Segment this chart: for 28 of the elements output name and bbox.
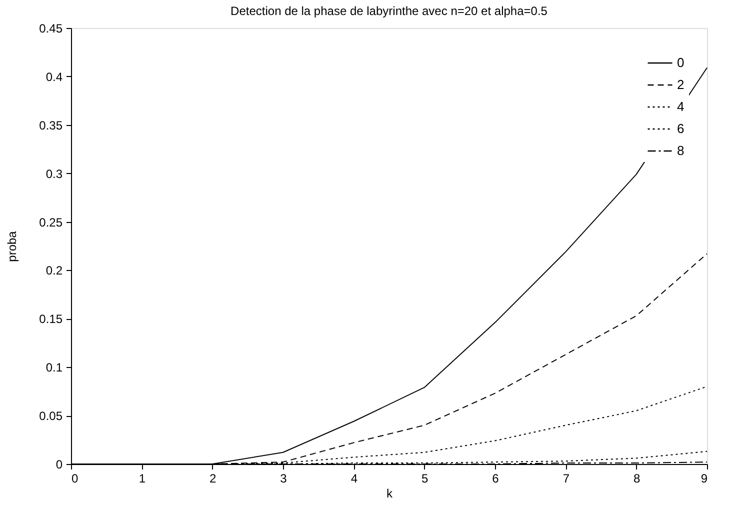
y-axis-title: proba [5,230,20,262]
x-tick-label: 6 [492,472,500,486]
x-tick-label: 2 [209,472,216,486]
y-tick-label: 0.2 [46,264,63,278]
x-tick-label: 5 [421,472,428,486]
y-tick-label: 0.15 [39,312,63,326]
legend-label: 8 [677,143,684,158]
legend-label: 6 [677,121,684,136]
x-tick-label: 7 [562,472,570,486]
x-tick-label: 0 [72,472,78,486]
legend-label: 4 [677,99,684,114]
y-tick-label: 0.1 [46,360,63,375]
y-tick-label: 0 [56,458,63,472]
x-axis-title: k [386,486,394,500]
y-tick-label: 0.4 [46,70,63,84]
chart-title: Detection de la phase de labyrinthe avec n=20 et alpha=0.5 [230,4,548,18]
legend-label: 2 [677,77,684,92]
x-tick-label: 4 [350,472,358,486]
x-tick-label: 1 [138,472,146,486]
legend-label: 0 [677,55,684,70]
y-tick-label: 0.35 [39,118,63,132]
y-tick-label: 0.05 [39,409,63,424]
x-tick-label: 9 [700,472,708,486]
x-tick-label: 3 [280,472,288,486]
y-tick-label: 0.3 [46,166,63,181]
y-tick-label: 0.45 [39,22,63,36]
x-tick-label: 8 [633,472,640,486]
y-tick-label: 0.25 [39,215,63,230]
